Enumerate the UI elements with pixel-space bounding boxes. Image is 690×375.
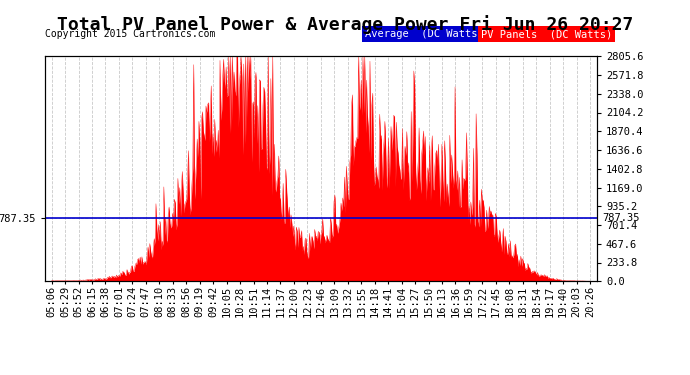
Text: PV Panels  (DC Watts): PV Panels (DC Watts) xyxy=(481,29,612,39)
Text: Copyright 2015 Cartronics.com: Copyright 2015 Cartronics.com xyxy=(45,29,215,39)
Text: Average  (DC Watts): Average (DC Watts) xyxy=(365,29,484,39)
Text: Total PV Panel Power & Average Power Fri Jun 26 20:27: Total PV Panel Power & Average Power Fri… xyxy=(57,15,633,34)
Text: 787.35: 787.35 xyxy=(602,213,640,223)
